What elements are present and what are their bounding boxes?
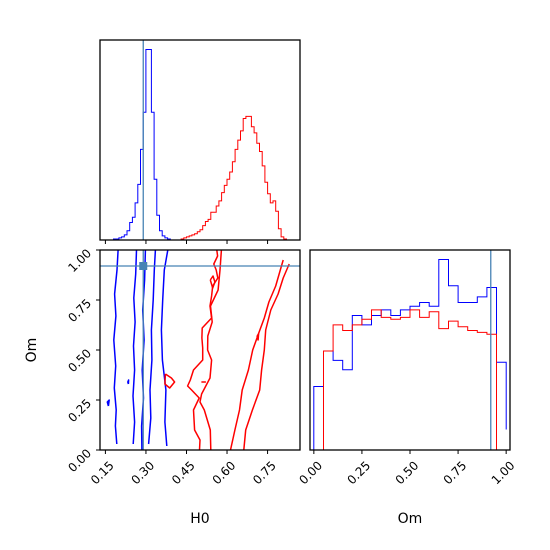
joint-x-ticks: 0.15 0.30 0.45 0.60 0.75 [88,450,279,487]
joint-x-tick-label-0: 0.15 [88,458,117,487]
contour-series-1-line-1 [186,249,219,451]
joint-panel: 0.15 0.30 0.45 0.60 0.75 0.00 0.25 0.50 0.75 1.0… [24,246,301,527]
contour-series-1-line-2 [229,259,284,451]
contour-series-1-line-0 [199,249,223,451]
om-x-ticks: 0.00 0.25 0.50 0.75 1.00 [296,450,517,487]
om-axis-label: Om [398,511,423,527]
joint-y-tick-label-0: 0.00 [65,446,94,475]
contour-series-0-line-5 [106,399,110,407]
om-marginal-panel: 0.00 0.25 0.50 0.75 1.00 Om [296,249,517,527]
joint-contours [106,249,290,451]
om-x-tick-label-3: 0.75 [441,458,470,487]
joint-truth-marker [139,262,148,270]
joint-y-tick-label-3: 0.75 [65,296,94,325]
joint-y-tick-label-1: 0.25 [65,396,94,425]
contour-series-0-line-4 [160,249,169,447]
h0-marginal-panel [99,39,301,244]
om-histogram-series-0 [313,259,507,450]
om-histogram-series-1 [313,309,507,451]
om-x-tick-label-1: 0.25 [344,458,373,487]
contour-series-1-line-4 [164,373,176,389]
joint-x-tick-label-3: 0.60 [210,458,239,487]
h0-marginal-series [100,49,300,241]
om-marginal-series [313,259,507,451]
contour-series-1-line-5 [209,275,216,289]
h0-marginal-ticks [104,240,269,244]
contour-series-0-line-1 [132,249,138,445]
contour-series-1-line-3 [243,263,290,451]
om-marginal-frame [309,249,511,451]
joint-y-tick-label-4: 1.00 [65,246,94,275]
om-y-axis-label: Om [24,338,40,363]
contour-series-0-line-6 [127,379,130,385]
h0-marginal-frame [99,39,301,241]
om-x-tick-label-2: 0.50 [393,458,422,487]
joint-frame [99,249,301,451]
h0-axis-label: H0 [190,511,209,527]
joint-x-tick-label-2: 0.45 [169,458,198,487]
h0-histogram-series-0 [100,49,300,241]
om-x-tick-label-0: 0.00 [296,458,325,487]
joint-x-tick-label-1: 0.30 [128,458,157,487]
om-x-tick-label-4: 1.00 [489,458,518,487]
contour-series-0-line-3 [147,249,157,445]
joint-y-ticks: 0.00 0.25 0.50 0.75 1.00 [65,246,100,475]
h0-histogram-series-1 [100,115,300,241]
contour-series-1-line-7 [256,333,260,341]
joint-x-tick-label-4: 0.75 [250,458,279,487]
contour-series-0-line-0 [113,249,119,445]
joint-y-tick-label-2: 0.50 [65,346,94,375]
